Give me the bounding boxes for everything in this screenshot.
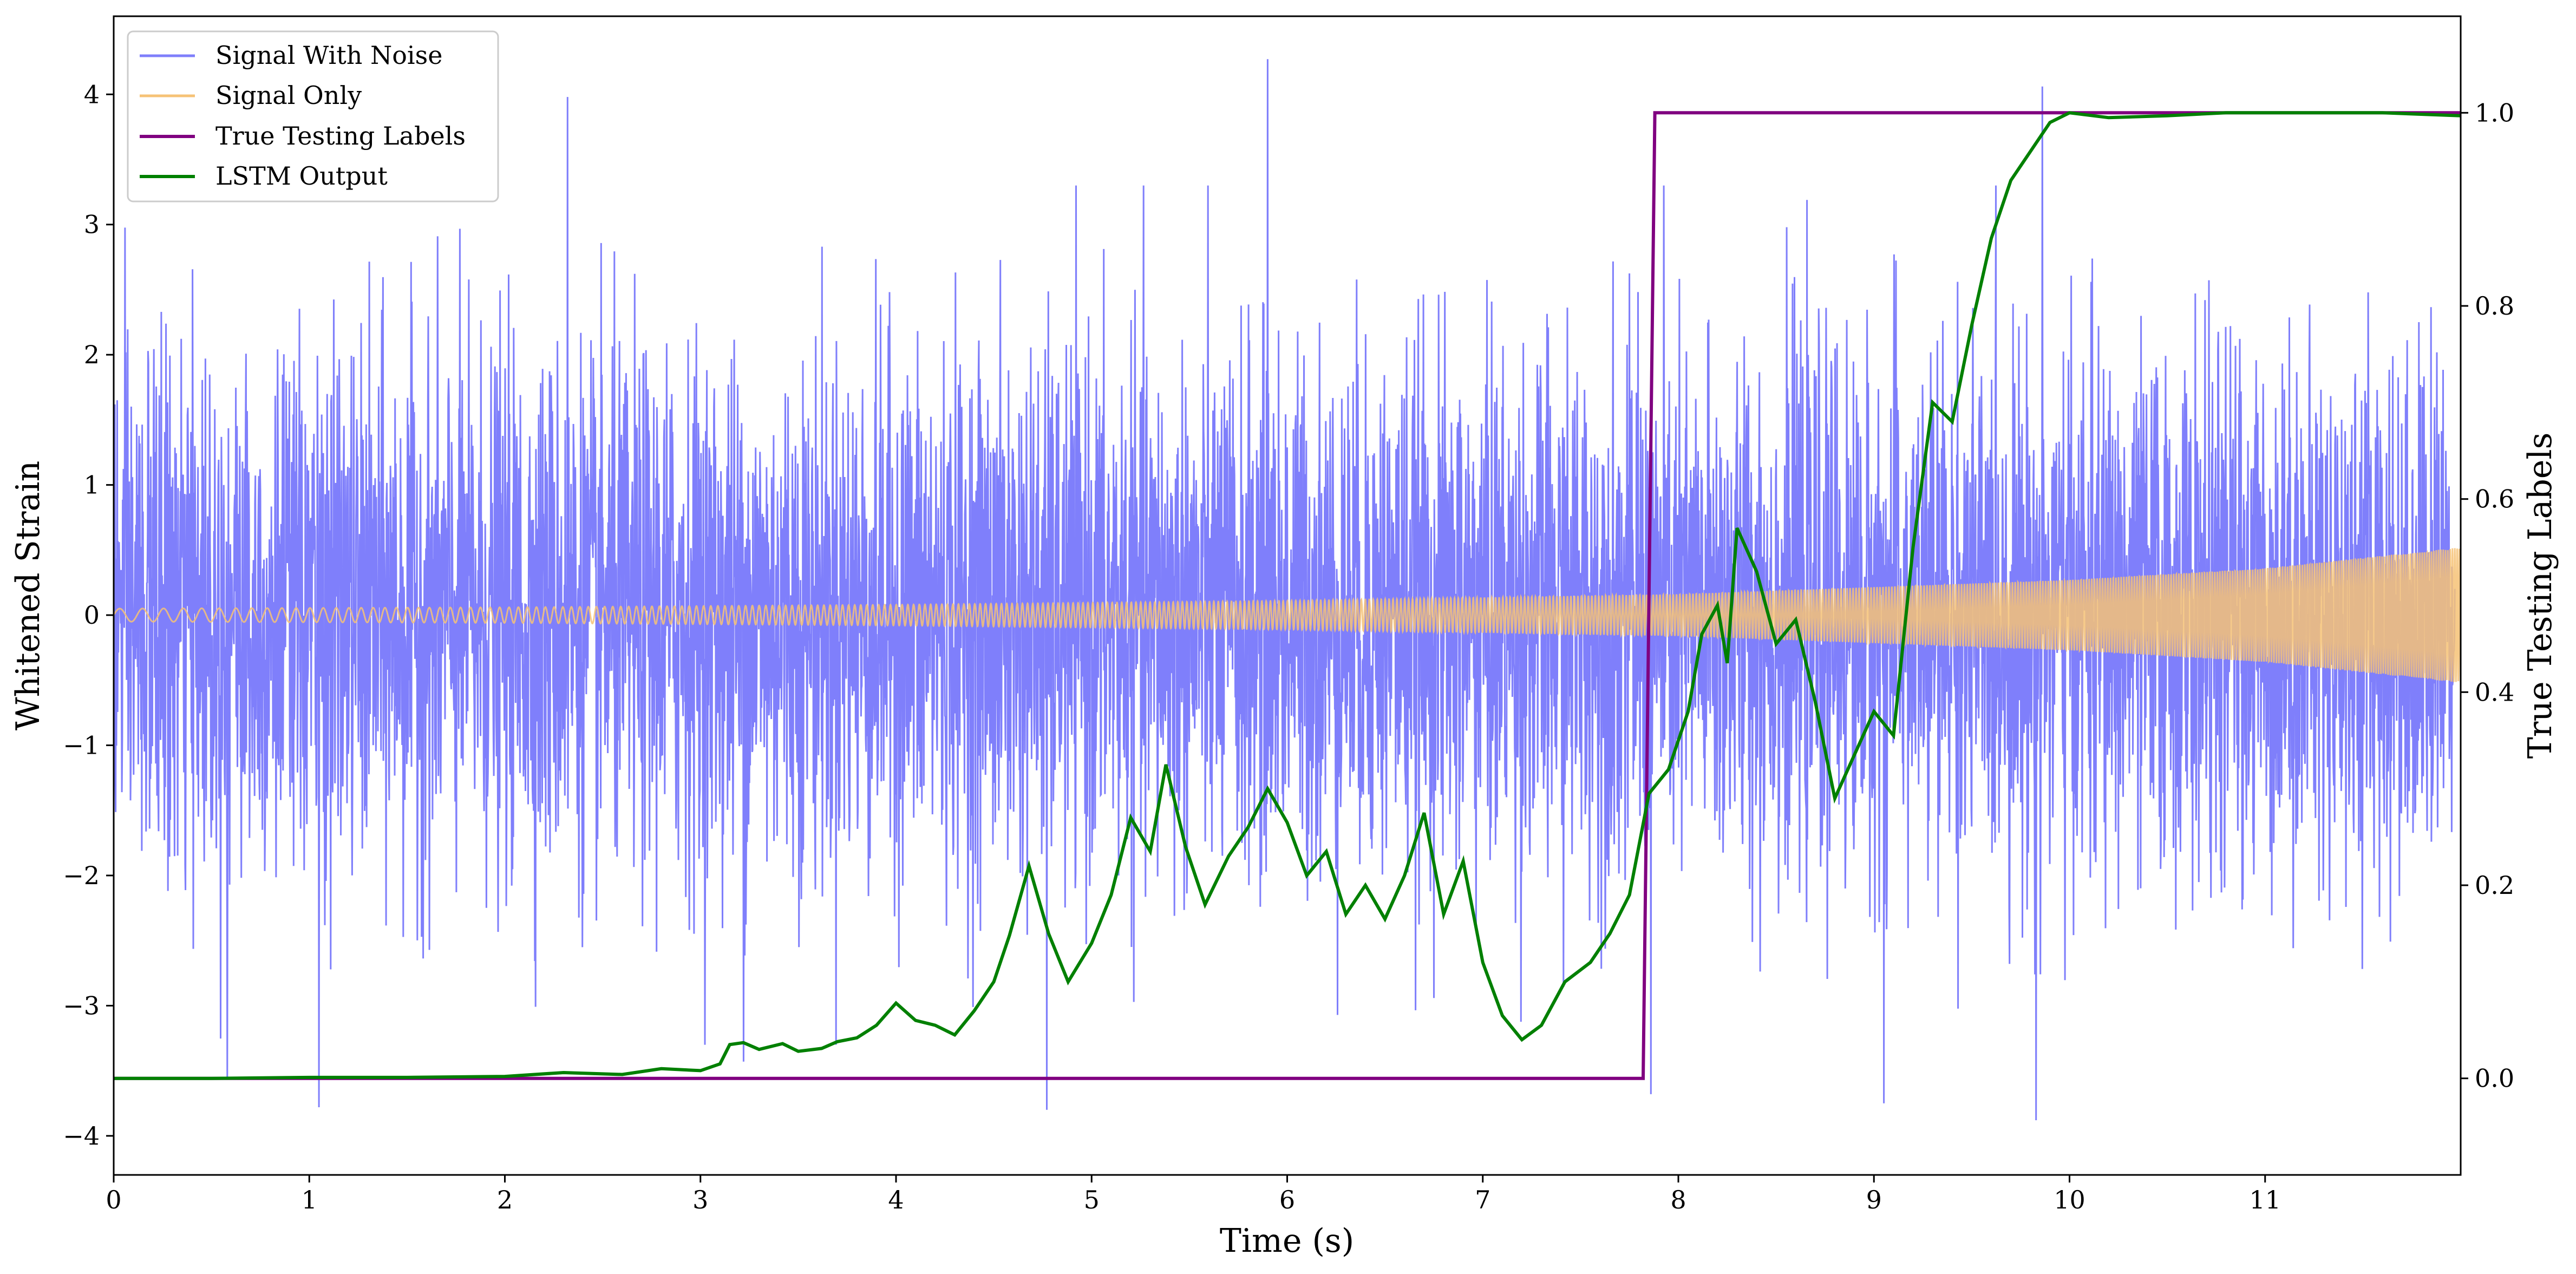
x-tick-label: 1: [302, 1185, 317, 1214]
signal-with-noise-line: [114, 59, 2456, 1121]
x-tick-label: 4: [888, 1185, 904, 1214]
y-tick-label: −3: [63, 991, 100, 1020]
x-tick-label: 10: [2054, 1185, 2085, 1214]
y-right-tick-label: 0.8: [2475, 291, 2514, 321]
y-tick-label: 1: [84, 471, 100, 500]
x-tick-label: 6: [1279, 1185, 1295, 1214]
y-tick-label: 2: [84, 340, 100, 369]
y-tick-label: −4: [63, 1121, 100, 1151]
plot-area: [114, 59, 2461, 1121]
legend-label-lstm-output: LSTM Output: [215, 161, 388, 191]
x-tick-label: 5: [1084, 1185, 1100, 1214]
legend-box: [127, 30, 499, 202]
y-axis-right-ticks: 1.0 0.8 0.6 0.4 0.2 0.0: [2461, 98, 2514, 1093]
y-axis-right-label: True Testing Labels: [2521, 433, 2559, 759]
x-tick-label: 11: [2249, 1185, 2281, 1214]
x-tick-label: 8: [1670, 1185, 1686, 1214]
y-tick-label: −2: [63, 861, 100, 890]
y-tick-label: 3: [84, 210, 100, 239]
signal-only-line: [114, 548, 2461, 682]
x-tick-label: 3: [692, 1185, 708, 1214]
y-tick-label: 0: [84, 600, 100, 630]
y-right-tick-label: 1.0: [2475, 98, 2514, 127]
x-axis-ticks: 0 1 2 3 4 5 6 7 8 9 10 11: [106, 1175, 2281, 1214]
x-axis-label: Time (s): [1220, 1222, 1354, 1260]
x-tick-label: 9: [1866, 1185, 1882, 1214]
legend-label-signal-only: Signal Only: [215, 81, 362, 110]
legend-label-true-testing-labels: True Testing Labels: [215, 121, 466, 151]
y-right-tick-label: 0.0: [2475, 1064, 2514, 1093]
lstm-output-line: [114, 111, 2461, 1080]
y-tick-label: −1: [63, 731, 100, 760]
x-tick-label: 0: [106, 1185, 121, 1214]
legend: Signal With Noise Signal Only True Testi…: [127, 30, 499, 202]
y-axis-left-ticks: 4 3 2 1 0 −1 −2 −3 −4: [63, 80, 114, 1151]
legend-label-signal-with-noise: Signal With Noise: [215, 41, 442, 70]
y-tick-label: 4: [84, 80, 100, 109]
y-axis-left-label: Whitened Strain: [9, 461, 47, 730]
y-right-tick-label: 0.4: [2475, 677, 2514, 707]
y-right-tick-label: 0.6: [2475, 485, 2514, 514]
true-testing-labels-line: [114, 111, 2461, 1080]
y-right-tick-label: 0.2: [2475, 871, 2514, 900]
x-tick-label: 7: [1475, 1185, 1490, 1214]
x-tick-label: 2: [497, 1185, 513, 1214]
